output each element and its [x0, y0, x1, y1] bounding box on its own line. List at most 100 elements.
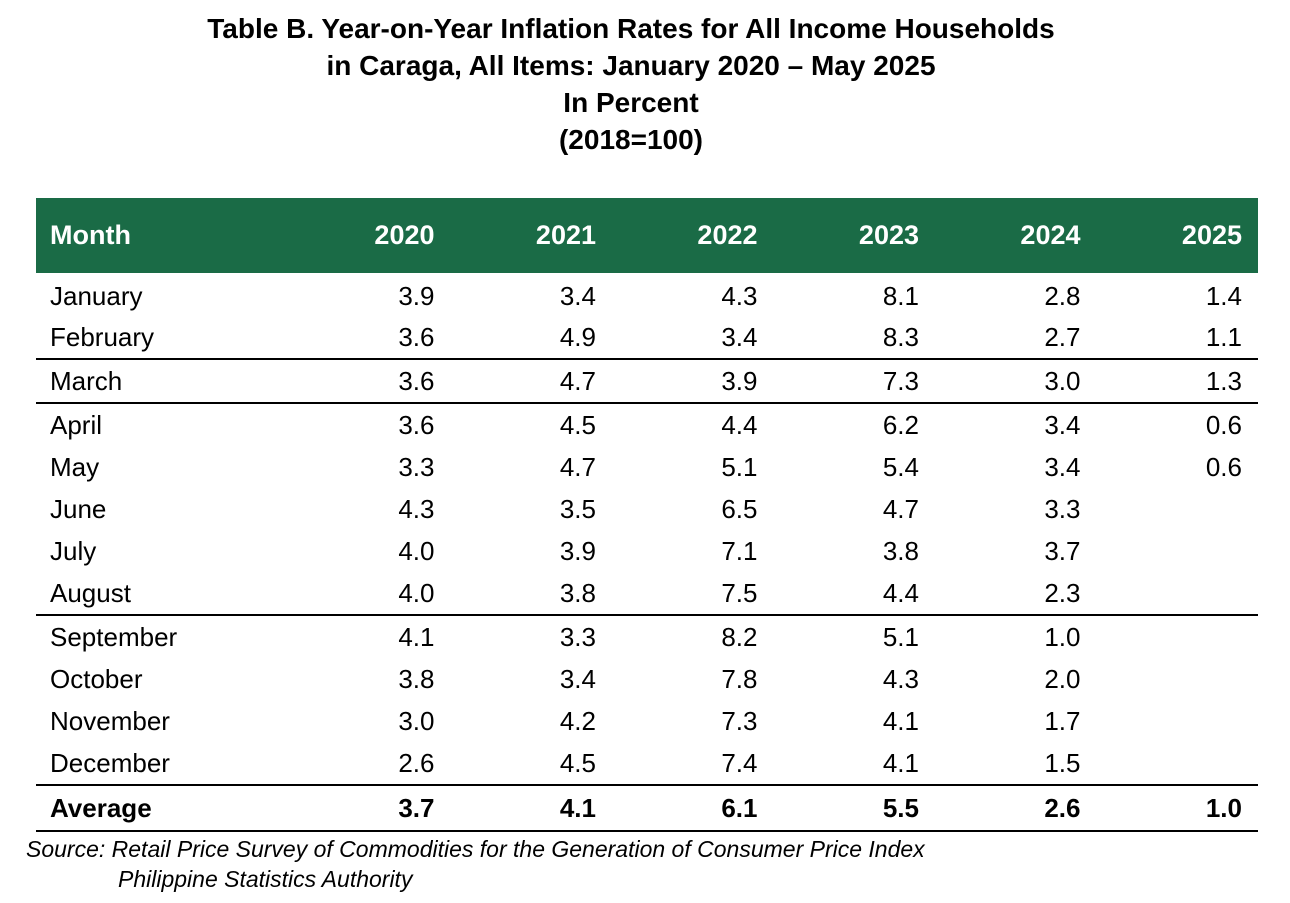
cell-2022: 7.1	[721, 536, 758, 566]
cell-2022: 3.4	[612, 316, 774, 360]
table-row: June 4.3 3.5 6.5 4.7 3.3	[36, 488, 1258, 530]
average-2021: 4.1	[450, 785, 612, 832]
table-row: September 4.1 3.3 8.2 5.1 1.0	[36, 615, 1258, 658]
cell-2024: 1.0	[1044, 622, 1081, 652]
row-month: February	[36, 316, 289, 360]
cell-2024: 3.4	[1044, 410, 1081, 440]
cell-2025: 1.4	[1205, 280, 1242, 311]
cell-2021: 4.7	[450, 359, 612, 404]
average-2020: 3.7	[289, 785, 451, 832]
cell-2020: 3.6	[289, 359, 451, 404]
cell-2020: 3.0	[398, 706, 435, 736]
cell-2024: 2.7	[935, 316, 1097, 360]
cell-2025	[1096, 742, 1258, 786]
cell-2020: 2.6	[289, 742, 451, 786]
header-month: Month	[36, 198, 289, 273]
title-line-2: in Caraga, All Items: January 2020 – May…	[326, 50, 936, 81]
cell-2022: 7.8	[721, 664, 758, 694]
source-line-1: Source: Retail Price Survey of Commoditi…	[26, 836, 925, 862]
row-month: December	[36, 742, 289, 786]
cell-2023: 7.3	[773, 359, 935, 404]
table-row: July 4.0 3.9 7.1 3.8 3.7	[36, 530, 1258, 572]
cell-2022: 7.3	[721, 706, 758, 736]
cell-2021: 4.2	[559, 706, 596, 736]
title-line-4: (2018=100)	[558, 124, 703, 155]
cell-2021: 4.5	[559, 410, 596, 440]
row-month: November	[50, 706, 170, 736]
cell-2020: 3.8	[398, 664, 435, 694]
cell-2023: 5.1	[882, 622, 919, 652]
table-row: February 3.6 4.9 3.4 8.3 2.7 1.1	[36, 316, 1258, 360]
cell-2024: 1.7	[1044, 706, 1081, 736]
cell-2020: 4.0	[289, 572, 451, 616]
cell-2025	[1097, 488, 1259, 530]
row-month: June	[50, 494, 107, 524]
cell-2023: 5.4	[882, 452, 919, 482]
cell-2025	[1096, 572, 1258, 616]
cell-2022: 7.4	[612, 742, 774, 786]
cell-2025: 1.1	[1096, 316, 1258, 360]
title-line-1: Table B. Year-on-Year Inflation Rates fo…	[207, 13, 1055, 44]
row-month: October	[50, 664, 143, 694]
cell-2023: 8.1	[882, 280, 919, 311]
cell-2020: 3.6	[289, 316, 451, 360]
inflation-table: Month 2020 2021 2022 2023 2024 2025 Janu…	[36, 198, 1258, 832]
table-row: November 3.0 4.2 7.3 4.1 1.7	[36, 700, 1258, 742]
table-header-row: Month 2020 2021 2022 2023 2024 2025	[36, 198, 1258, 273]
cell-2021: 3.4	[559, 664, 596, 694]
cell-2025	[1097, 615, 1259, 658]
table-row: December 2.6 4.5 7.4 4.1 1.5	[36, 742, 1258, 786]
header-2020: 2020	[289, 198, 451, 273]
cell-2024: 2.0	[1044, 664, 1081, 694]
title-line-3: In Percent	[563, 87, 699, 118]
cell-2022: 8.2	[721, 622, 758, 652]
cell-2024: 3.7	[1044, 536, 1081, 566]
table-row: August 4.0 3.8 7.5 4.4 2.3	[36, 572, 1258, 616]
cell-2025	[1097, 700, 1259, 742]
cell-2021: 3.4	[559, 280, 596, 311]
cell-2024: 3.3	[1044, 494, 1081, 524]
table-row: October 3.8 3.4 7.8 4.3 2.0	[36, 658, 1258, 700]
header-2023: 2023	[773, 198, 935, 273]
cell-2025: 1.3	[1096, 359, 1258, 404]
average-label: Average	[36, 785, 289, 832]
table-row: January 3.9 3.4 4.3 8.1 2.8 1.4	[36, 273, 1258, 316]
row-month: August	[36, 572, 289, 616]
header-2025: 2025	[1096, 198, 1258, 273]
source-note: Source: Retail Price Survey of Commoditi…	[26, 834, 925, 894]
average-2023: 5.5	[773, 785, 935, 832]
cell-2021: 3.9	[559, 536, 596, 566]
header-2022: 2022	[612, 198, 774, 273]
cell-2022: 3.9	[612, 359, 774, 404]
cell-2022: 7.5	[612, 572, 774, 616]
cell-2022: 4.4	[721, 410, 758, 440]
header-2024: 2024	[935, 198, 1097, 273]
cell-2022: 5.1	[721, 452, 758, 482]
cell-2021: 3.3	[559, 622, 596, 652]
cell-2023: 8.3	[773, 316, 935, 360]
cell-2023: 4.7	[882, 494, 919, 524]
cell-2021: 4.9	[450, 316, 612, 360]
cell-2025: 0.6	[1205, 410, 1242, 440]
cell-2021: 3.5	[559, 494, 596, 524]
header-2021: 2021	[450, 198, 612, 273]
row-month: April	[50, 410, 103, 440]
row-month: May	[50, 452, 100, 482]
row-month: March	[36, 359, 289, 404]
table-title: Table B. Year-on-Year Inflation Rates fo…	[0, 10, 1262, 158]
cell-2022: 4.3	[721, 280, 758, 311]
cell-2023: 4.1	[882, 706, 919, 736]
row-month: September	[50, 622, 178, 652]
cell-2023: 4.3	[882, 664, 919, 694]
cell-2021: 4.5	[450, 742, 612, 786]
average-2025: 1.0	[1096, 785, 1258, 832]
cell-2024: 1.5	[935, 742, 1097, 786]
source-line-2: Philippine Statistics Authority	[118, 866, 413, 892]
cell-2020: 4.0	[398, 536, 435, 566]
table-row: May 3.3 4.7 5.1 5.4 3.4 0.6	[36, 446, 1258, 488]
cell-2022: 6.5	[721, 494, 758, 524]
cell-2025: 0.6	[1205, 452, 1242, 482]
cell-2023: 4.1	[773, 742, 935, 786]
cell-2025	[1097, 530, 1259, 572]
cell-2024: 3.4	[1044, 452, 1081, 482]
